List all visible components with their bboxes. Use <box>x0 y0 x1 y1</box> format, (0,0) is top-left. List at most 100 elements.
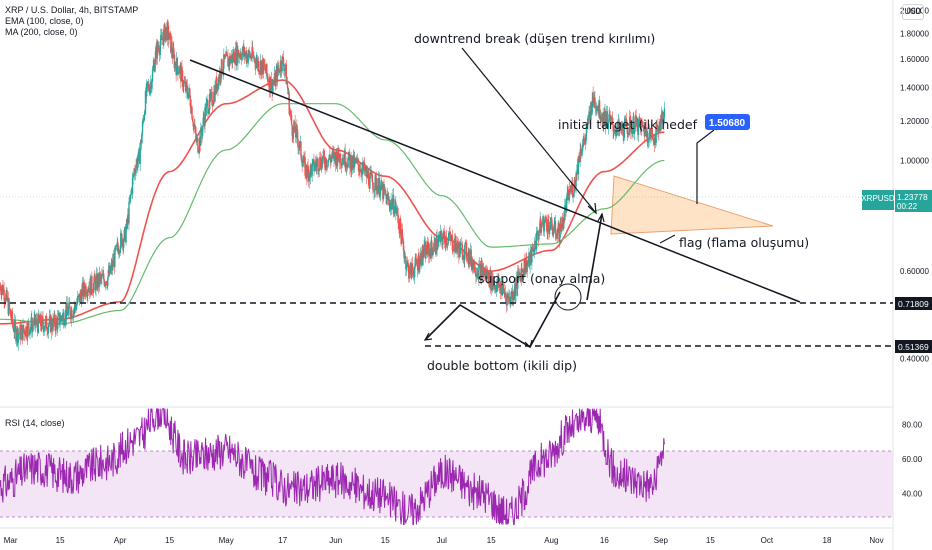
candle-body <box>465 242 468 258</box>
candle-body <box>200 127 202 146</box>
candle-body <box>260 64 263 76</box>
candle-body <box>507 294 510 299</box>
candle-body <box>158 47 160 53</box>
candle-body <box>550 217 553 220</box>
candle-body <box>373 190 376 193</box>
candle-body <box>160 35 163 36</box>
candle-body <box>57 316 59 330</box>
candle-body <box>26 322 29 338</box>
candle-body <box>334 151 336 157</box>
candle-body <box>178 72 180 74</box>
x-tick-label: 18 <box>823 536 832 545</box>
candle-body <box>560 223 562 231</box>
candle-body <box>564 205 566 221</box>
candle-body <box>474 261 476 273</box>
candle-body <box>550 217 552 230</box>
candle-body <box>346 163 348 167</box>
candle-body <box>120 232 123 235</box>
candle-body <box>440 231 442 234</box>
candle-body <box>166 22 168 41</box>
candle-body <box>431 248 434 256</box>
candle-body <box>123 230 125 241</box>
candle-body <box>58 312 61 325</box>
candle-body <box>553 223 555 232</box>
candle-body <box>237 49 239 64</box>
candle-body <box>403 256 406 259</box>
candle-body <box>538 233 540 240</box>
target-value: 1.50680 <box>709 118 746 129</box>
candle-body <box>198 150 200 153</box>
candle-body <box>233 52 236 64</box>
candle-body <box>504 292 507 297</box>
candle-body <box>538 229 541 234</box>
candle-body <box>177 72 180 75</box>
annotation-double-bottom: double bottom (ikili dip) <box>427 358 577 373</box>
candle-body <box>270 88 272 92</box>
candle-body <box>350 156 352 173</box>
candle-body <box>189 95 191 107</box>
rsi-line <box>0 408 665 525</box>
candle-body <box>369 173 371 189</box>
candle-body <box>77 295 80 297</box>
candle-body <box>75 304 78 310</box>
candle-body <box>176 57 178 67</box>
candle-body <box>361 167 363 176</box>
candle-body <box>87 290 90 292</box>
currency-button[interactable]: USD <box>902 4 924 20</box>
candle-body <box>552 231 555 233</box>
candle-body <box>415 257 417 259</box>
candle-body <box>188 88 191 96</box>
candle-body <box>568 188 571 196</box>
candle-body <box>159 45 161 56</box>
candle-body <box>586 122 588 125</box>
candle-body <box>461 243 463 245</box>
candle-body <box>183 81 185 87</box>
candle-body <box>69 307 71 316</box>
x-tick-label: 15 <box>165 536 174 545</box>
candle-body <box>249 53 251 58</box>
candle-body <box>262 58 264 74</box>
candle-body <box>160 35 162 46</box>
candle-body <box>562 218 565 229</box>
candle-body <box>292 126 295 139</box>
candle-body <box>638 119 641 123</box>
candle-body <box>318 168 320 171</box>
candle-body <box>457 241 459 248</box>
candle-body <box>186 85 189 94</box>
candle-body <box>413 266 416 277</box>
candle-body <box>505 296 507 298</box>
flag-pointer <box>659 234 676 244</box>
candle-body <box>392 194 395 214</box>
candle-body <box>581 144 584 152</box>
candle-body <box>250 55 252 59</box>
candle-body <box>220 78 222 80</box>
candle-body <box>316 161 318 167</box>
candle-body <box>378 178 381 197</box>
candle-body <box>211 105 214 106</box>
candle-body <box>289 110 292 114</box>
candle-body <box>65 302 68 320</box>
candle-body <box>71 309 73 319</box>
candle-body <box>358 164 360 172</box>
candle-body <box>405 256 407 270</box>
candle-body <box>11 311 14 323</box>
candle-body <box>119 249 121 253</box>
candle-body <box>579 149 581 162</box>
candle-body <box>168 32 171 39</box>
candle-body <box>38 314 40 321</box>
candle-body <box>419 257 421 268</box>
candle-body <box>431 240 433 249</box>
candle-body <box>370 171 372 175</box>
candle-body <box>466 257 468 261</box>
candle-body <box>81 289 83 304</box>
candle-body <box>3 289 5 301</box>
candle-body <box>226 55 229 56</box>
candle-body <box>46 329 48 332</box>
candle-body <box>156 42 158 59</box>
candle-body <box>448 236 450 238</box>
y-tick-label: 0.40000 <box>900 355 929 364</box>
candle-body <box>595 106 598 111</box>
annotation-initial-target: initial target (ilk hedef <box>558 117 698 132</box>
candle-body <box>6 290 8 301</box>
